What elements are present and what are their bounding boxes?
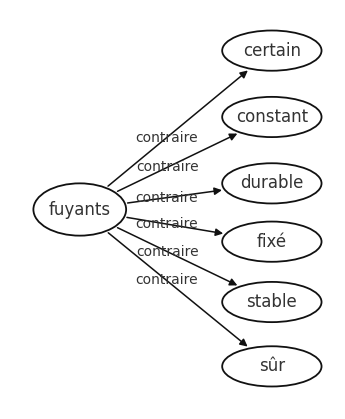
- Ellipse shape: [222, 222, 322, 262]
- Ellipse shape: [222, 31, 322, 71]
- Text: contraire: contraire: [136, 217, 198, 231]
- Text: contraire: contraire: [136, 191, 198, 204]
- Text: certain: certain: [243, 41, 301, 59]
- Ellipse shape: [222, 97, 322, 137]
- Text: contraire: contraire: [136, 160, 199, 174]
- Text: durable: durable: [240, 174, 304, 192]
- Text: fuyants: fuyants: [49, 201, 111, 218]
- Text: sûr: sûr: [259, 357, 285, 375]
- Ellipse shape: [222, 346, 322, 386]
- Ellipse shape: [222, 282, 322, 322]
- Text: contraire: contraire: [136, 245, 199, 259]
- Ellipse shape: [33, 184, 126, 235]
- Text: fixé: fixé: [257, 233, 287, 251]
- Text: constant: constant: [236, 108, 308, 126]
- Text: contraire: contraire: [135, 273, 198, 287]
- Text: stable: stable: [246, 293, 297, 311]
- Text: contraire: contraire: [135, 131, 198, 145]
- Ellipse shape: [222, 163, 322, 204]
